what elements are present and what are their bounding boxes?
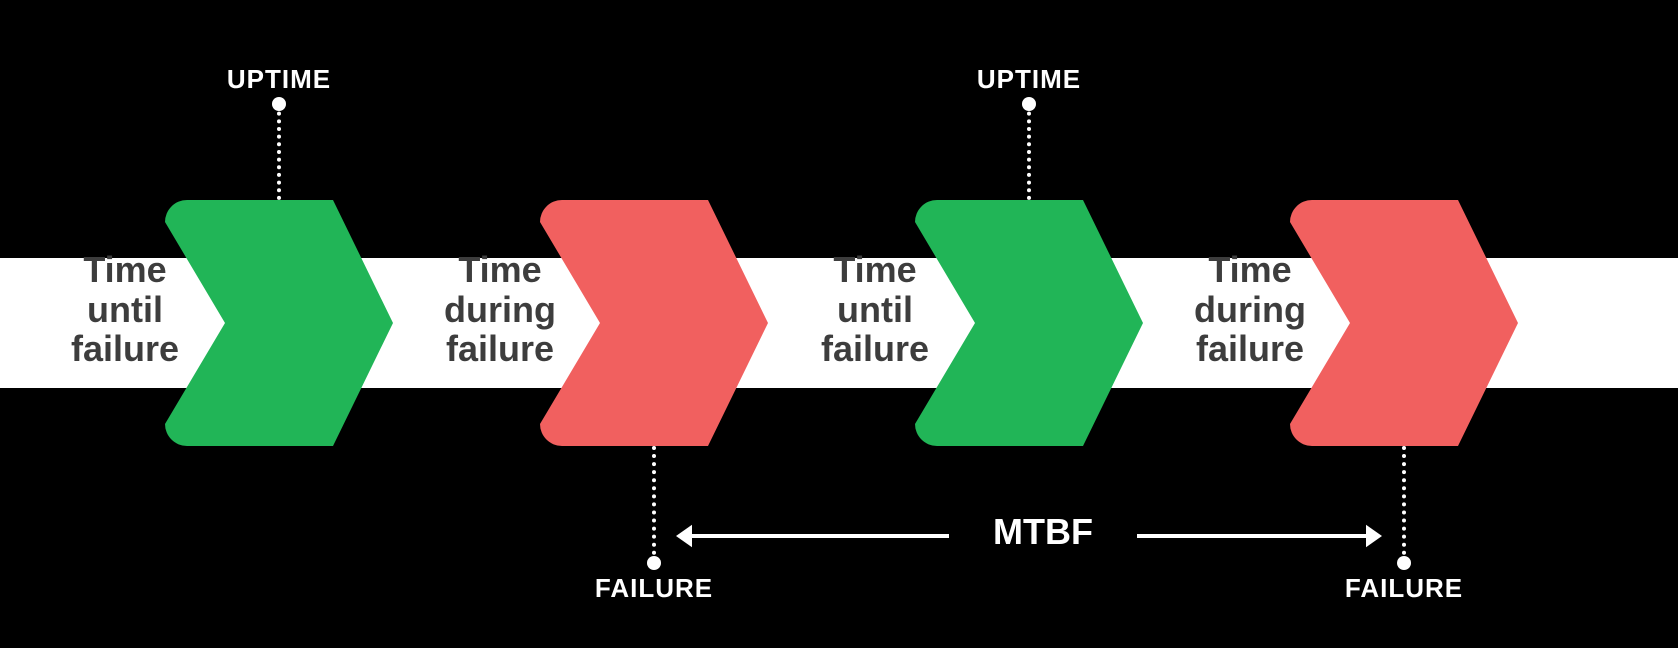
failure-label-0: FAILURE [564,573,744,604]
segment-label-1: Timeduringfailure [405,250,595,369]
failure-line-1 [1402,446,1406,563]
uptime-label-0: UPTIME [189,64,369,95]
segment-label-3: Timeduringfailure [1155,250,1345,369]
uptime-dot-1 [1022,97,1036,111]
segment-label-2: Timeuntilfailure [780,250,970,369]
uptime-dot-0 [272,97,286,111]
failure-dot-0 [647,556,661,570]
uptime-line-0 [277,104,281,200]
uptime-line-1 [1027,104,1031,200]
segment-label-0: Timeuntilfailure [30,250,220,369]
failure-dot-1 [1397,556,1411,570]
mtbf-diagram: Timeuntilfailure Timeduringfailure Timeu… [0,0,1678,648]
failure-label-1: FAILURE [1314,573,1494,604]
failure-line-0 [652,446,656,563]
uptime-label-1: UPTIME [939,64,1119,95]
mtbf-label: MTBF [949,511,1137,553]
